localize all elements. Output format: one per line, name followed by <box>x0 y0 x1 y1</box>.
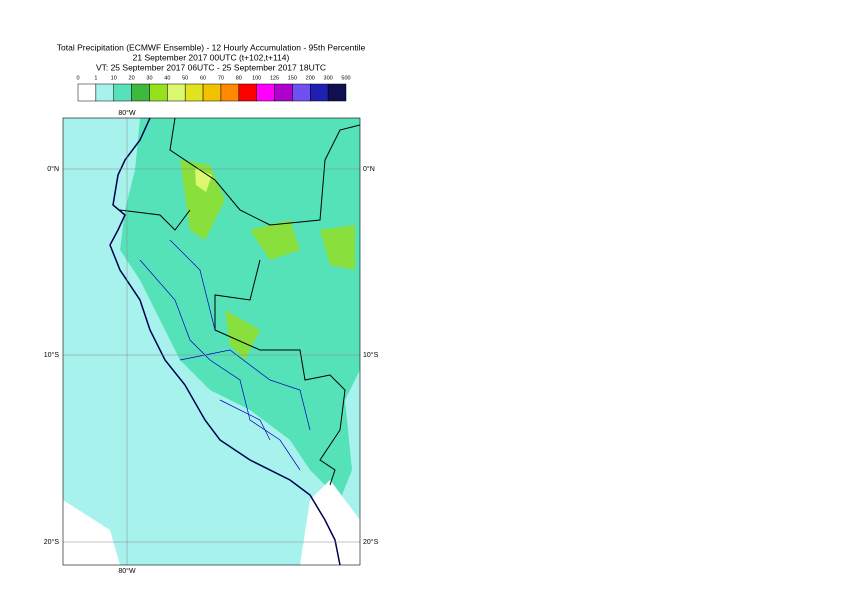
lat-label: 20°S <box>363 538 379 546</box>
colorbar-label: 300 <box>324 75 333 81</box>
colorbar-swatch <box>274 83 293 102</box>
subtitle: VT: 25 September 2017 06UTC - 25 Septemb… <box>96 62 326 72</box>
colorbar-label: 100 <box>252 75 261 81</box>
lon-label: 80°W <box>118 567 136 575</box>
colorbar-swatch <box>238 83 257 102</box>
colorbar-label: 1 <box>94 75 97 81</box>
country-border <box>119 118 360 486</box>
lat-label: 10°S <box>44 351 60 359</box>
colorbar-swatch <box>77 83 97 102</box>
colorbar-label: 60 <box>200 75 206 81</box>
colorbar-swatch <box>184 83 204 102</box>
colorbar-label: 30 <box>146 75 152 81</box>
colorbar-label: 150 <box>288 75 297 81</box>
colorbar-swatch <box>202 83 222 102</box>
map-area <box>63 118 360 565</box>
precip-area <box>195 168 212 192</box>
colorbar-swatch <box>149 83 168 102</box>
colorbar-label: 200 <box>306 75 315 81</box>
colorbar-swatch <box>310 83 329 102</box>
map-frame <box>62 117 361 566</box>
colorbar-label: 40 <box>164 75 170 81</box>
lon-label: 80°W <box>118 109 136 117</box>
colorbar-label: 20 <box>129 75 135 81</box>
colorbar-label: 80 <box>236 75 242 81</box>
precip-area <box>120 118 360 500</box>
colorbar-swatch <box>327 83 347 102</box>
colorbar-label: 0 <box>76 75 79 81</box>
lat-label: 10°S <box>363 351 379 359</box>
lat-label: 0°N <box>363 165 375 173</box>
colorbar-swatch <box>131 83 150 102</box>
colorbar-swatch <box>113 83 132 102</box>
subtitle: 21 September 2017 00UTC (t+102,t+114) <box>133 52 290 62</box>
colorbar-swatch <box>167 83 186 102</box>
lat-label: 20°S <box>44 538 60 546</box>
colorbar-swatch <box>292 83 311 102</box>
graticule: 0°N 0°N 10°S 10°S 20°S 20°S 80°W 80°W <box>44 109 379 575</box>
lat-label: 0°N <box>47 165 59 173</box>
colorbar: 0 1 10 20 30 40 50 60 70 80 100 125 150 200 300 500 <box>76 75 351 102</box>
colorbar-label: 50 <box>182 75 188 81</box>
colorbar-swatch <box>220 83 240 102</box>
colorbar-label: 70 <box>218 75 224 81</box>
colorbar-label: 125 <box>270 75 279 81</box>
colorbar-label: 10 <box>111 75 117 81</box>
colorbar-label: 500 <box>341 75 350 81</box>
dry-area <box>63 480 360 565</box>
coastline <box>109 118 341 565</box>
title: Total Precipitation (ECMWF Ensemble) - 1… <box>57 42 366 52</box>
colorbar-swatch <box>256 83 275 102</box>
colorbar-swatch <box>95 83 114 102</box>
region-border <box>139 239 311 471</box>
